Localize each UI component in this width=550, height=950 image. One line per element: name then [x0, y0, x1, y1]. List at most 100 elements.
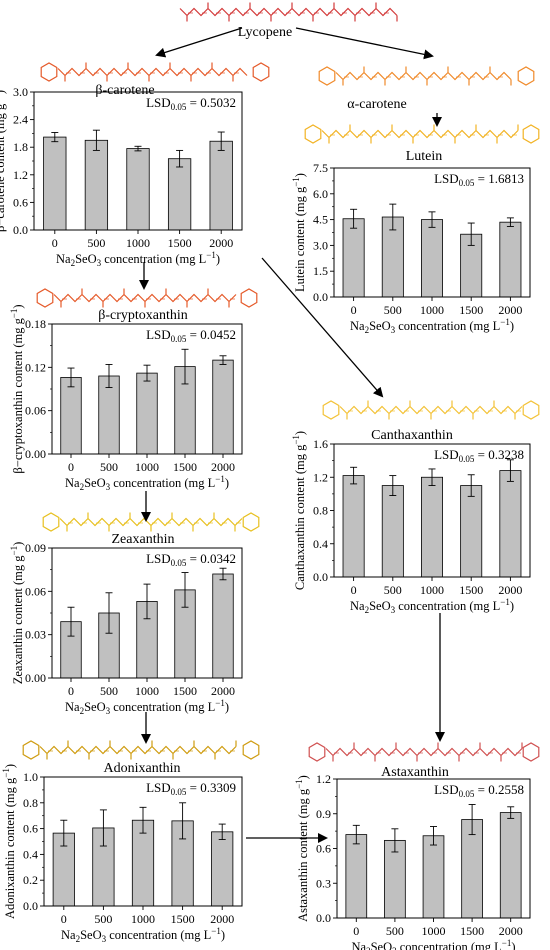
bar	[43, 136, 67, 231]
molecule-lycopene	[179, 2, 398, 22]
x-tick-label: 1000	[135, 460, 159, 474]
x-tick-label: 2000	[499, 924, 523, 938]
y-tick-label: 0.4	[313, 537, 328, 551]
bar	[60, 377, 82, 455]
bar	[499, 812, 522, 919]
error-bar	[352, 824, 360, 845]
y-tick-label: 0.0	[13, 223, 28, 237]
pathway-arrows	[139, 27, 445, 843]
error-bar	[181, 572, 189, 608]
x-tick-label: 2000	[498, 303, 522, 317]
error-bar	[92, 129, 100, 151]
bar	[342, 218, 365, 298]
arrow-lycopene-to-beta-carotene	[155, 27, 243, 58]
error-bar	[60, 819, 68, 847]
chart-beta-carotene: 0.0 0.6 1.2 1.8 2.4 3.0 0 500 1000 1500 2000Na2SeO…	[0, 85, 243, 268]
y-tick-label: 1.2	[13, 168, 28, 182]
bar	[212, 359, 234, 455]
error-bar	[389, 203, 397, 231]
y-tick-label: 2.4	[13, 113, 28, 127]
y-tick-label: 7.5	[313, 161, 328, 175]
x-axis-label: Na2SeO3 concentration (mg L−1)	[65, 474, 229, 492]
x-tick-label: 1000	[420, 303, 444, 317]
x-tick-label: 2000	[211, 460, 235, 474]
molecule-structures	[22, 2, 540, 762]
error-bar	[506, 459, 514, 482]
y-tick-label: 0.6	[23, 822, 38, 836]
x-axis-label: Na2SeO3 concentration (mg L−1)	[351, 938, 515, 950]
x-tick-label: 2000	[209, 236, 233, 250]
x-tick-label: 500	[386, 924, 404, 938]
x-tick-label: 1500	[171, 912, 195, 926]
y-axis-label: β−carotene content (mg g−1)	[0, 90, 7, 232]
error-bar	[181, 348, 189, 385]
x-tick-label: 1500	[459, 303, 483, 317]
error-bar	[219, 567, 227, 581]
x-tick-label: 0	[351, 583, 357, 597]
molecule-beta-carotene	[40, 62, 270, 82]
x-tick-label: 500	[87, 236, 105, 250]
error-bar	[467, 222, 475, 246]
lsd-annotation: LSD0.05 = 0.3309	[146, 780, 236, 797]
error-bar	[389, 475, 397, 496]
compound-names: Lycopene α-carotene β-carotene Lutein β-…	[95, 25, 452, 780]
error-bar	[218, 823, 226, 841]
lsd-annotation: LSD0.05 = 0.0342	[146, 551, 236, 568]
x-tick-label: 1500	[173, 684, 197, 698]
y-tick-label: 3.0	[313, 238, 328, 252]
error-bar	[105, 363, 113, 389]
x-tick-label: 0	[52, 236, 58, 250]
error-bar	[428, 211, 436, 228]
x-tick-label: 1500	[459, 583, 483, 597]
x-tick-label: 0	[68, 684, 74, 698]
compound-name-beta-carotene: β-carotene	[95, 83, 154, 98]
error-bar	[134, 145, 142, 152]
lsd-annotation: LSD0.05 = 0.2558	[434, 782, 524, 799]
y-tick-label: 1.0	[23, 770, 38, 784]
error-bar	[99, 809, 107, 847]
x-tick-label: 500	[384, 303, 402, 317]
error-bar	[350, 208, 358, 229]
y-tick-label: 0.8	[23, 796, 38, 810]
error-bar	[67, 367, 75, 388]
bar	[499, 221, 522, 298]
error-bar	[507, 806, 515, 819]
x-tick-label: 500	[94, 912, 112, 926]
x-tick-label: 1000	[422, 924, 446, 938]
molecule-zeaxanthin	[42, 512, 260, 532]
error-bar	[179, 802, 187, 840]
compound-name-astaxanthin: Astaxanthin	[381, 765, 449, 780]
x-tick-label: 1500	[173, 460, 197, 474]
error-bar	[506, 217, 514, 227]
bar	[460, 485, 483, 578]
error-bar	[428, 468, 436, 487]
compound-name-alpha-carotene: α-carotene	[347, 97, 406, 112]
molecule-astaxanthin	[308, 742, 540, 762]
bar	[381, 485, 404, 578]
x-axis-label: Na2SeO3 concentration (mg L−1)	[350, 597, 514, 615]
x-axis-label: Na2SeO3 concentration (mg L−1)	[350, 317, 514, 335]
x-tick-label: 500	[100, 684, 118, 698]
error-bar	[143, 364, 151, 382]
y-tick-label: 0.8	[313, 504, 328, 518]
y-tick-label: 0.00	[25, 447, 46, 461]
arrow-beta-carotene-to-canthaxanthin	[261, 257, 384, 398]
error-bar	[468, 804, 476, 836]
x-tick-label: 1000	[131, 912, 155, 926]
arrow-lycopene-to-alpha-carotene	[295, 27, 434, 60]
molecule-lutein	[304, 124, 540, 144]
y-tick-label: 0.03	[25, 628, 46, 642]
chart-lutein: 0.0 1.5 3.0 4.5 6.0 7.5 0 500 1000 1500 2000Na2SeO…	[291, 161, 531, 335]
y-tick-label: 0.4	[23, 847, 38, 861]
bar	[499, 470, 522, 578]
y-tick-label: 0.09	[25, 541, 46, 555]
bar	[422, 835, 445, 919]
bar	[421, 219, 443, 298]
y-axis-label: Canthaxanthin content (mg g−1)	[291, 431, 307, 590]
y-tick-label: 0.0	[313, 570, 328, 584]
y-tick-label: 0.0	[316, 911, 331, 925]
x-tick-label: 0	[68, 460, 74, 474]
